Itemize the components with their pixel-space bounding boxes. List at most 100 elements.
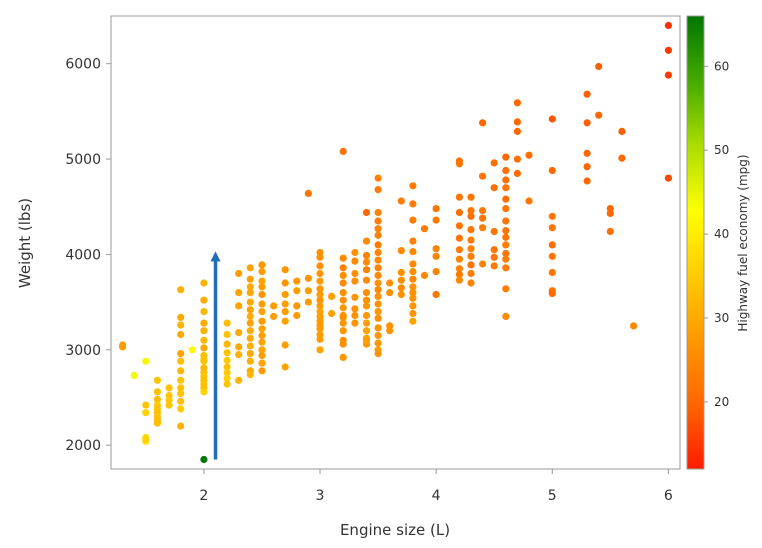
data-point [281, 341, 289, 349]
y-tick-label: 4000 [65, 247, 101, 263]
data-point [235, 269, 243, 278]
data-point [223, 319, 231, 327]
data-point [339, 313, 347, 321]
data-point [467, 245, 475, 253]
data-point [374, 350, 382, 358]
data-point [362, 237, 371, 245]
data-point [455, 160, 463, 168]
data-point [374, 174, 382, 182]
data-point [281, 279, 289, 287]
data-point [479, 172, 487, 180]
data-point [409, 317, 417, 325]
data-point [223, 356, 231, 364]
data-point [177, 367, 185, 375]
data-point [548, 268, 556, 277]
data-point [409, 248, 417, 256]
data-point [374, 339, 382, 347]
data-point [351, 257, 359, 265]
data-point [409, 268, 417, 276]
data-point [316, 335, 324, 343]
data-point [200, 308, 208, 316]
data-point [548, 289, 556, 298]
data-point [374, 225, 382, 233]
data-point [177, 390, 185, 398]
data-point [583, 149, 591, 157]
data-point [316, 277, 324, 285]
data-point [246, 342, 254, 350]
data-point [409, 182, 417, 190]
data-point [362, 311, 371, 320]
data-point [374, 271, 382, 279]
colorbar-tick-label: 40 [714, 227, 729, 241]
data-point [281, 290, 289, 299]
data-point [374, 331, 382, 340]
data-point [362, 208, 371, 217]
y-tick-label: 3000 [65, 343, 101, 359]
data-point [362, 276, 371, 284]
data-point [490, 246, 498, 254]
data-point [374, 292, 382, 300]
data-point [246, 371, 254, 379]
data-point [339, 327, 347, 335]
data-point [490, 262, 498, 270]
data-point [502, 227, 510, 235]
data-point [362, 296, 371, 304]
data-point [409, 302, 417, 310]
data-point [548, 224, 556, 232]
data-point [258, 308, 266, 316]
data-point [258, 351, 266, 360]
data-point [304, 298, 312, 306]
data-point [374, 208, 382, 217]
data-point [281, 266, 289, 274]
data-point [479, 224, 487, 232]
data-point [316, 285, 324, 293]
data-point [235, 351, 243, 359]
data-point [339, 254, 347, 262]
data-point [316, 290, 324, 299]
data-point [467, 236, 475, 244]
data-point [502, 264, 510, 272]
data-point [432, 252, 440, 260]
data-point [583, 177, 591, 185]
data-point [525, 151, 533, 159]
data-point [397, 276, 405, 284]
data-point [409, 275, 417, 283]
data-point [409, 237, 417, 245]
data-point [188, 346, 196, 354]
data-point [351, 248, 359, 257]
data-point [223, 340, 231, 348]
data-point [502, 241, 510, 249]
data-point [374, 286, 382, 294]
data-point [281, 363, 289, 371]
data-point [316, 325, 324, 333]
data-point [409, 200, 417, 208]
data-point [362, 258, 371, 266]
data-point [374, 308, 382, 316]
x-tick-label: 5 [548, 488, 557, 504]
colorbar-tick-label: 20 [714, 395, 729, 409]
data-point [177, 422, 185, 430]
data-point [316, 296, 324, 304]
data-point [328, 292, 336, 300]
data-point [177, 405, 185, 413]
data-point [606, 227, 614, 236]
data-point [362, 302, 371, 310]
colorbar-ticks: 20 30 40 50 60 [704, 59, 729, 409]
y-axis: 2000 3000 4000 5000 6000 [65, 57, 111, 454]
data-point [258, 317, 266, 325]
data-point [595, 62, 603, 71]
data-point [200, 388, 208, 396]
x-axis: 2 3 4 5 6 [199, 469, 673, 504]
data-point [177, 384, 185, 392]
data-point [246, 357, 254, 365]
data-point [630, 322, 638, 330]
data-point [374, 231, 382, 239]
data-point [316, 253, 324, 261]
colorbar-tick-label: 60 [714, 59, 729, 73]
data-point [664, 46, 673, 54]
data-point [409, 216, 417, 224]
data-point [339, 296, 347, 304]
data-point [339, 271, 347, 279]
data-point [119, 341, 127, 349]
